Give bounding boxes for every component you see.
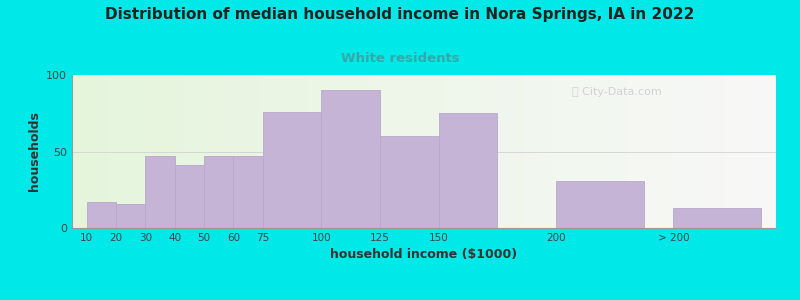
Bar <box>438 113 498 228</box>
Bar <box>556 181 644 228</box>
X-axis label: household income ($1000): household income ($1000) <box>330 248 518 261</box>
Bar <box>146 156 174 228</box>
Bar <box>116 203 146 228</box>
Bar <box>322 90 380 228</box>
Bar <box>674 208 762 228</box>
Bar <box>380 136 438 228</box>
Text: White residents: White residents <box>341 52 459 65</box>
Y-axis label: households: households <box>27 112 41 191</box>
Bar <box>234 156 262 228</box>
Text: Distribution of median household income in Nora Springs, IA in 2022: Distribution of median household income … <box>106 8 694 22</box>
Bar <box>174 165 204 228</box>
Bar <box>86 202 116 228</box>
Text: ⓘ City-Data.com: ⓘ City-Data.com <box>572 87 662 97</box>
Bar <box>204 156 234 228</box>
Bar <box>262 112 322 228</box>
